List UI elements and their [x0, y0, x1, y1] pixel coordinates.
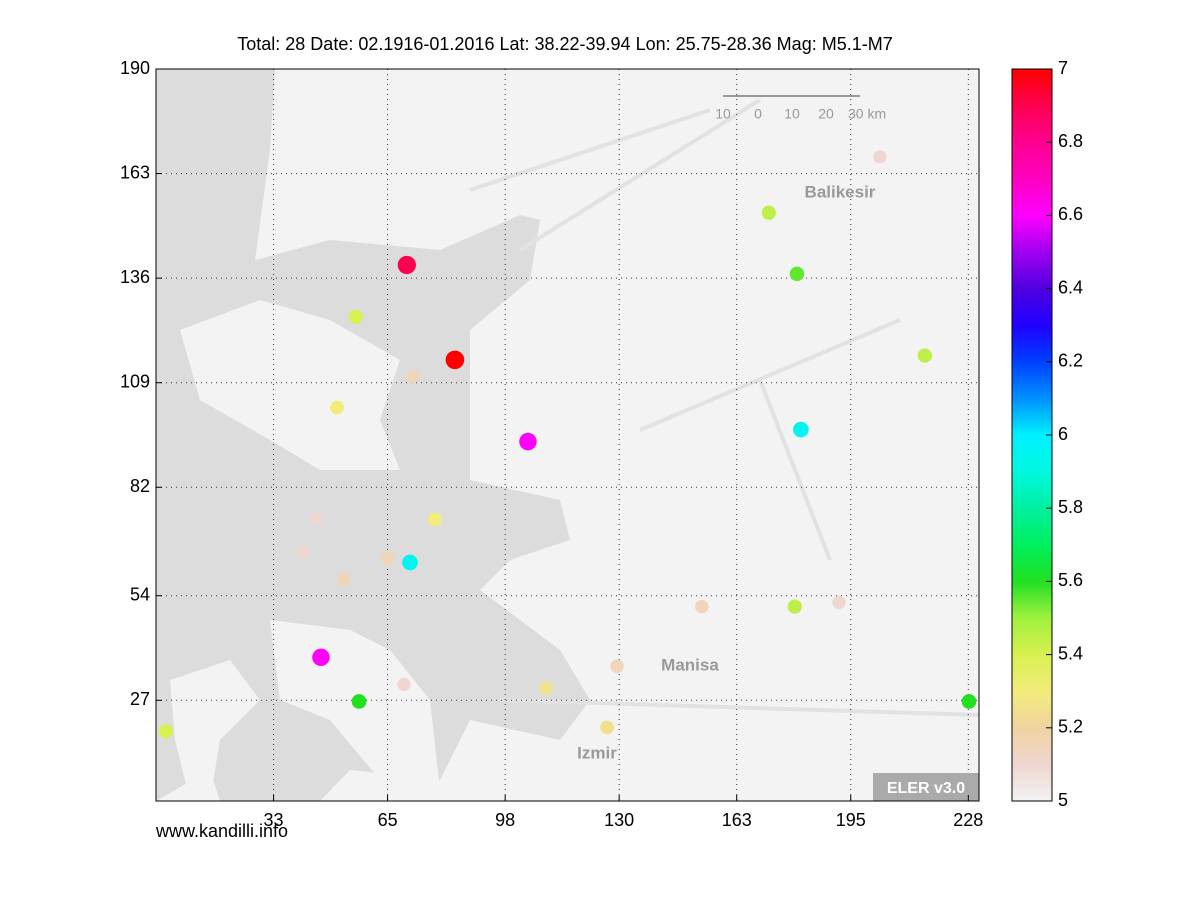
scale-label: 10: [715, 106, 731, 122]
earthquake: [428, 512, 442, 527]
earthquake: [789, 266, 805, 282]
scale-bar: 10 0 10 20 30 km: [715, 95, 886, 122]
x-tick-label: 33: [264, 810, 284, 830]
scale-label: 10: [784, 106, 800, 122]
earthquake: [397, 255, 416, 275]
y-tick-label: 54: [130, 584, 150, 604]
plot-frame: [155, 68, 980, 802]
colorbar-tick-label: 5.6: [1058, 570, 1083, 590]
place-label: Izmir: [577, 743, 617, 762]
x-tick-label: 163: [722, 810, 752, 830]
earthquake: [158, 724, 174, 739]
scale-label: 0: [754, 106, 762, 122]
x-tick-label: 65: [378, 810, 398, 830]
y-tick-label: 109: [120, 371, 150, 391]
earthquake: [873, 150, 887, 164]
badge: [873, 773, 979, 801]
y-tick-label: 163: [120, 162, 150, 182]
earthquake: [539, 681, 553, 696]
x-tick-label: 130: [604, 810, 634, 830]
colorbar-tick-label: 6.2: [1058, 351, 1083, 371]
earthquake: [761, 205, 776, 220]
chart-title: Total: 28 Date: 02.1916-01.2016 Lat: 38.…: [237, 34, 892, 54]
y-tick-label: 190: [120, 58, 150, 78]
earthquake: [832, 595, 846, 609]
y-tick-label: 136: [120, 267, 150, 287]
x-tick-label: 195: [836, 810, 866, 830]
colorbar: [1011, 68, 1053, 802]
earthquake: [402, 554, 418, 571]
place-label: Balikesir: [805, 182, 876, 201]
earthquake: [695, 599, 709, 614]
colorbar-tick-label: 5: [1058, 790, 1068, 810]
scale-label: 20: [818, 106, 834, 122]
x-tick-label: 228: [953, 810, 983, 830]
source: www.kandilli.info: [155, 821, 288, 841]
earthquake: [351, 694, 367, 709]
colorbar-tick-label: 6.4: [1058, 277, 1083, 297]
scale-label: 30 km: [848, 106, 886, 122]
earthquake: [917, 348, 932, 363]
colorbar-tick-label: 5.4: [1058, 643, 1083, 663]
place-label: Manisa: [661, 655, 719, 674]
earthquake: [600, 720, 614, 735]
earthquake: [445, 350, 465, 370]
colorbar-tick-label: 6.8: [1058, 131, 1083, 151]
earthquake: [337, 572, 351, 587]
earthquake: [330, 400, 344, 415]
earthquake: [961, 694, 977, 709]
colorbar-tick-label: 6.6: [1058, 204, 1083, 224]
earthquake: [406, 369, 420, 384]
earthquake: [348, 309, 363, 324]
badge-text: ELER v3.0: [887, 780, 965, 797]
x-tick-label: 98: [495, 810, 515, 830]
earthquake: [787, 599, 802, 614]
earthquake: [519, 432, 537, 451]
colorbar-tick-label: 5.8: [1058, 497, 1083, 517]
earthquake: [381, 551, 395, 566]
earthquake: [296, 545, 310, 559]
colorbar-tick-label: 7: [1058, 58, 1068, 78]
y-tick-label: 27: [130, 689, 150, 709]
map: [156, 69, 979, 801]
earthquake: [610, 659, 624, 673]
earthquake: [312, 648, 330, 667]
colorbar-tick-label: 5.2: [1058, 717, 1083, 737]
earthquake: [309, 510, 323, 525]
colorbar-tick-label: 6: [1058, 424, 1068, 444]
earthquake: [397, 677, 411, 692]
y-tick-label: 82: [130, 476, 150, 496]
earthquake: [793, 421, 809, 438]
